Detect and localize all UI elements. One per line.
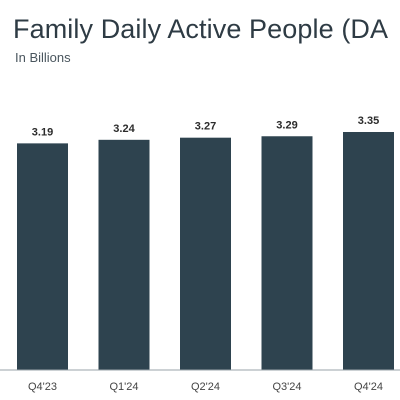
data-label: 3.27 (195, 121, 216, 133)
bar-Q2'24 (180, 137, 231, 370)
data-label: 3.19 (32, 126, 53, 138)
chart-subtitle: In Billions (15, 50, 71, 65)
data-label: 3.35 (358, 115, 379, 127)
bar-Q4'24 (343, 132, 394, 370)
chart-title: Family Daily Active People (DA (13, 14, 389, 44)
x-tick-label: Q1'24 (109, 381, 138, 393)
bar-Q1'24 (98, 139, 150, 370)
bar-Q4'23 (17, 143, 68, 370)
x-tick-label: Q4'23 (28, 381, 57, 393)
x-tick-label: Q4'24 (354, 381, 383, 393)
x-tick-label: Q3'24 (272, 381, 301, 393)
data-label: 3.24 (113, 123, 135, 135)
x-tick-label: Q2'24 (191, 381, 220, 393)
data-label: 3.29 (276, 119, 297, 131)
bar-Q3'24 (261, 136, 313, 370)
